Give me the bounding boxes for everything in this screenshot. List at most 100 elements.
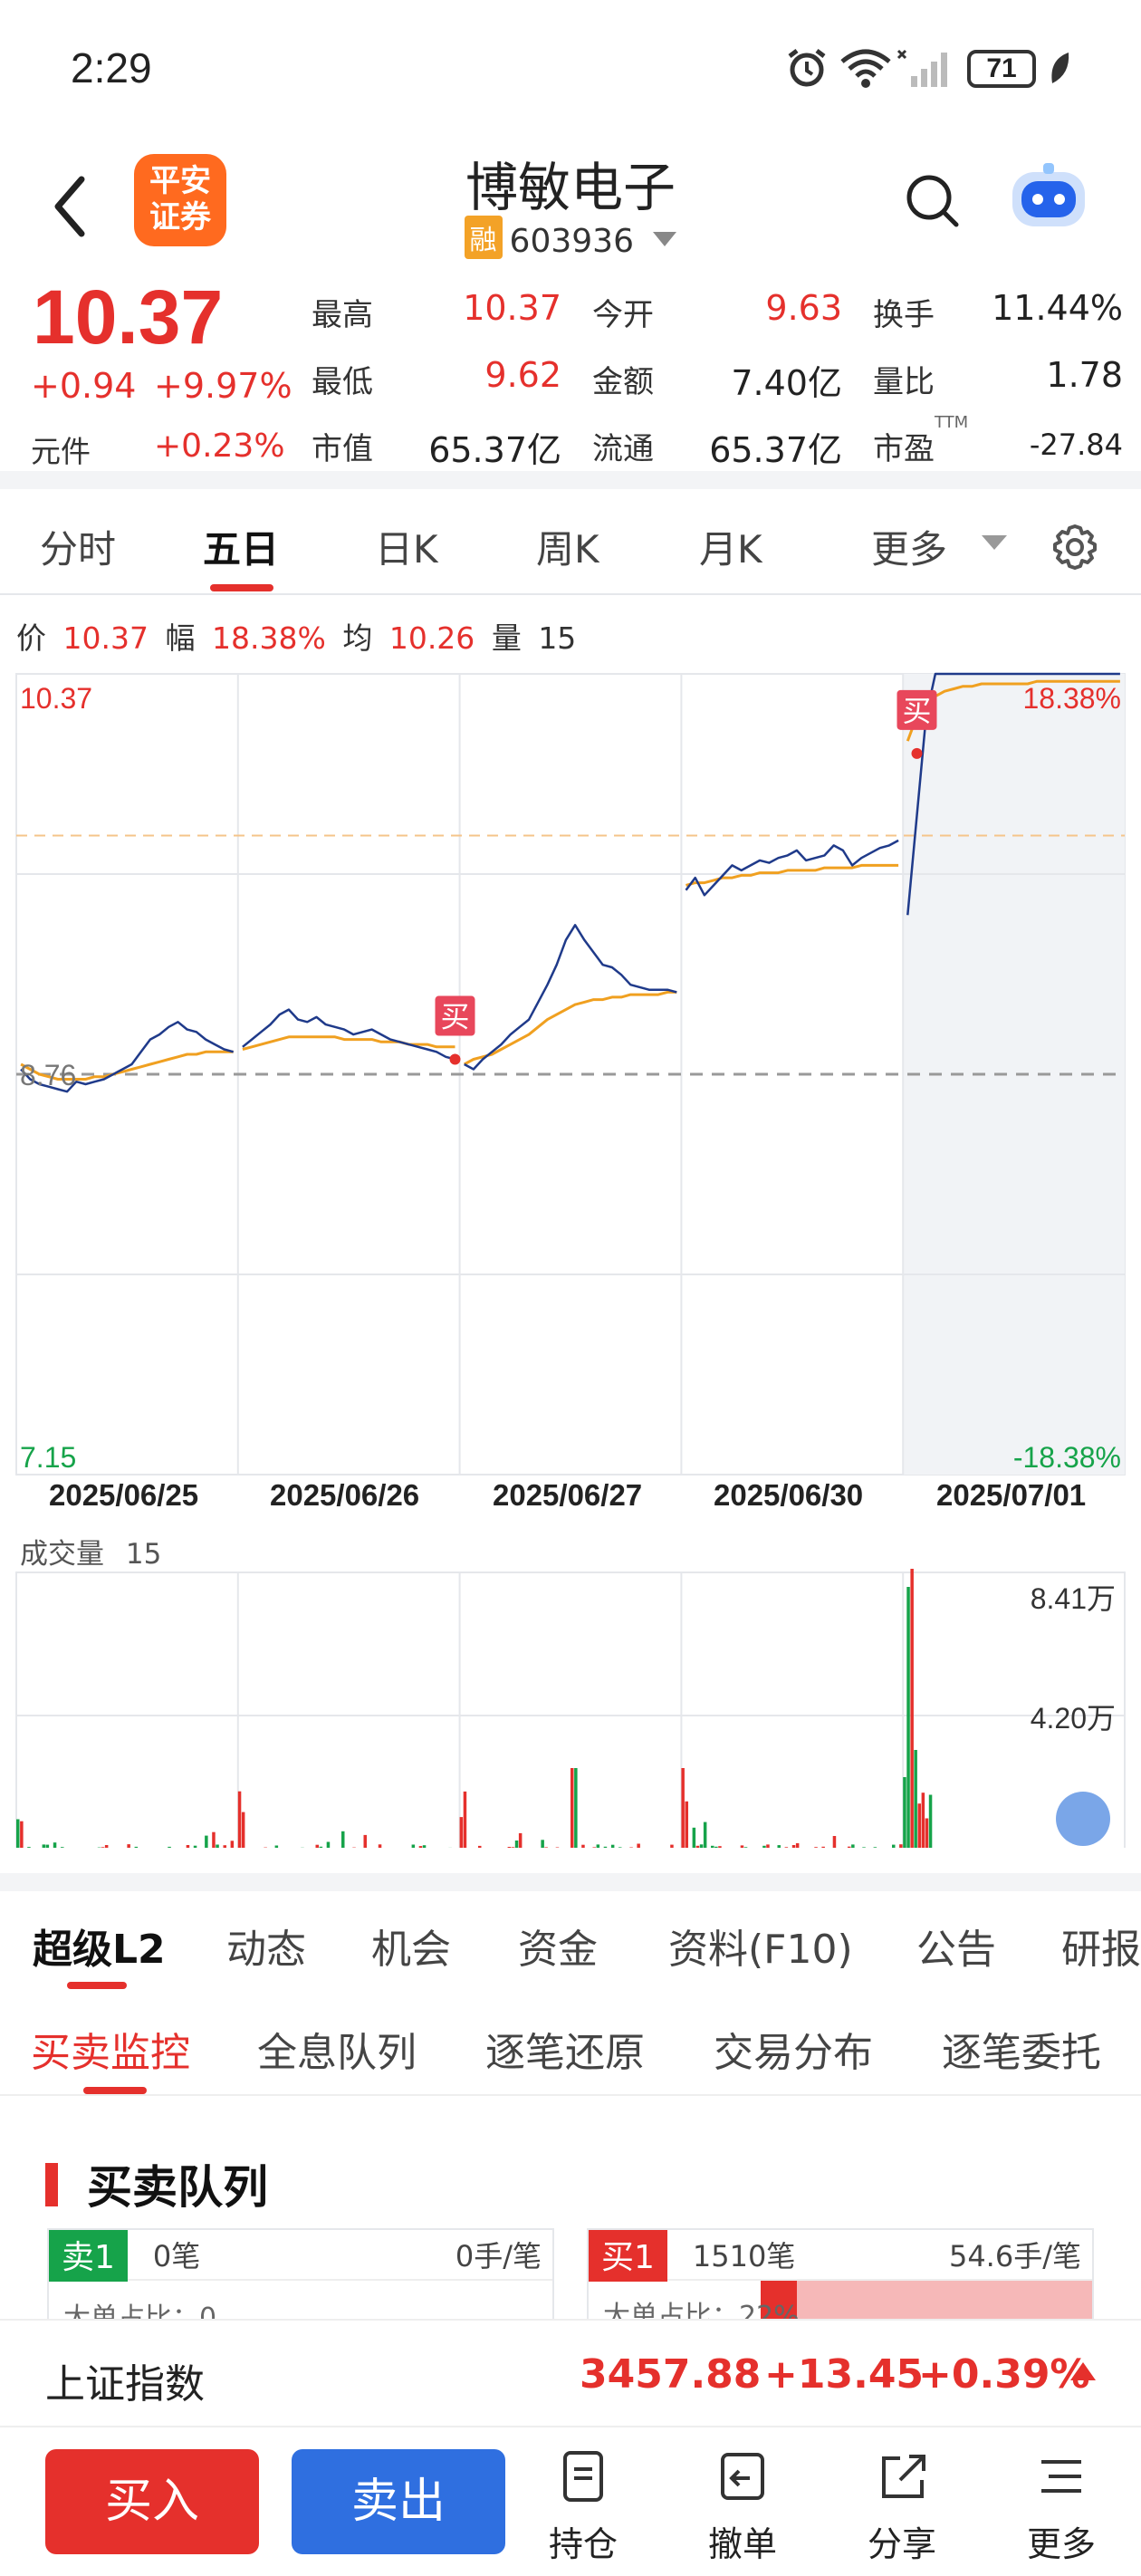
sell-button[interactable]: 卖出 [292,2449,505,2554]
active-subtab-indicator [83,2087,147,2094]
tab-five-day[interactable]: 五日 [203,527,280,572]
subtab-trade-monitor[interactable]: 买卖监控 [31,2030,190,2076]
volume-bar [914,1750,917,1848]
volume-bar [514,1841,519,1848]
last-price: 10.37 [33,274,224,360]
volume-bar [45,1844,50,1848]
volume-bar [319,1846,323,1848]
volume-bar [168,1846,171,1848]
tab-capital[interactable]: 资金 [518,1927,598,1973]
logo-line2: 证券 [149,199,211,235]
pct-max-label: 18.38% [1022,682,1121,715]
volume-bar [592,1847,596,1848]
volume-bar [378,1844,382,1848]
volume-bar [186,1845,190,1848]
volume-bar [766,1844,770,1848]
more-label: 更多 [1026,2524,1096,2564]
volume-bar [363,1834,367,1848]
subtab-trade-distribution[interactable]: 交易分布 [714,2030,873,2076]
bid-queue-box[interactable]: 卖1 0笔 0手/笔 大单占比：0 [47,2228,554,2328]
volume-bar [814,1847,818,1848]
pe-label: 市盈 [873,431,935,467]
tab-super-l2[interactable]: 超级L2 [33,1927,166,1973]
buy-button[interactable]: 买入 [45,2449,259,2554]
volume-bar [791,1845,796,1848]
tab-research[interactable]: 研报 [1061,1927,1141,1973]
high-value: 10.37 [463,288,561,328]
tab-f10[interactable]: 资料(F10) [668,1927,853,1973]
volume-bar [862,1847,866,1848]
volume-bar [53,1842,57,1848]
sector-label[interactable]: 元件 [31,434,91,469]
volume-bar [274,1845,279,1848]
tab-announcements[interactable]: 公告 [916,1927,996,1973]
volume-ratio-label: 量比 [873,364,935,400]
tab-dynamics[interactable]: 动态 [226,1927,306,1973]
search-icon[interactable] [904,172,962,230]
index-name: 上证指数 [45,2361,205,2408]
queue-title: 买卖队列 [87,2161,268,2214]
volume-bar [903,1777,906,1848]
volume-bar [718,1846,722,1848]
tab-opportunity[interactable]: 机会 [371,1927,451,1973]
price-label: 价 [16,620,46,656]
volume-bar [917,1803,921,1848]
volume-bar [762,1845,766,1848]
volume-bar [899,1844,903,1848]
tab-more[interactable]: 更多 [871,527,948,572]
volume-bar [544,1847,548,1848]
divider [0,471,1141,489]
share-button[interactable]: 分享 [848,2449,956,2566]
volume-bar [20,1821,24,1848]
volume-bar [832,1836,837,1848]
ai-assistant-icon[interactable] [1007,161,1090,234]
broker-logo[interactable]: 平安 证券 [134,154,226,246]
ask-queue-box[interactable]: 买1 1510笔 54.6手/笔 大单占比：22% [587,2228,1094,2328]
volume-bar [637,1843,640,1848]
chevron-down-icon [653,232,677,246]
volume-bar [711,1845,714,1848]
back-arrow-icon[interactable] [45,170,100,243]
price-change: +0.94 [31,366,137,406]
wifi-icon [840,49,891,88]
low-label: 最低 [312,364,373,400]
cancel-order-button[interactable]: 撤单 [688,2449,797,2566]
volume-bar [326,1841,331,1848]
volume-bar [906,1587,910,1848]
tab-daily-k[interactable]: 日K [375,527,438,572]
stock-code-row[interactable]: 融 603936 [0,216,1141,260]
x-axis-dates: 2025/06/25 2025/06/26 2025/06/27 2025/06… [0,1478,1141,1520]
tab-intraday[interactable]: 分时 [40,527,117,572]
subtab-tick-replay[interactable]: 逐笔还原 [485,2030,645,2076]
volume-label: 成交量 [20,1538,104,1571]
volume-bar [603,1846,608,1848]
amount-label: 金额 [592,364,654,400]
share-icon [882,2455,925,2498]
undo-order-icon [721,2453,764,2500]
volume-bar [418,1846,423,1848]
amplitude-value: 18.38% [211,620,326,656]
stock-code: 603936 [509,223,634,260]
tab-monthly-k[interactable]: 月K [699,527,762,572]
subtab-tick-orders[interactable]: 逐笔委托 [942,2030,1101,2076]
settings-gear-icon[interactable] [1050,523,1099,572]
buy-marker [896,689,937,730]
tab-weekly-k[interactable]: 周K [536,527,599,572]
amplitude-label: 幅 [165,620,196,656]
volume-bar [237,1791,242,1848]
buy1-size: 54.6手/笔 [948,2239,1081,2273]
up-arrow-icon [1070,2362,1096,2380]
volume-bar [555,1847,560,1848]
price-line [20,672,1120,1093]
volume-mid-label: 4.20万 [1031,1702,1116,1735]
more-button[interactable]: 更多 [1007,2449,1116,2566]
holdings-button[interactable]: 持仓 [529,2449,638,2566]
volume-bar [740,1845,744,1848]
crosshair-info-row: 价 10.37 幅 18.38% 均 10.26 量 15 [16,614,583,658]
index-ticker-bar[interactable]: 上证指数 3457.88 +13.45 +0.39% [0,2319,1141,2427]
volume-bar [205,1835,208,1848]
high-label: 最高 [312,297,373,333]
volume-bar [212,1831,216,1848]
subtab-full-queue[interactable]: 全息队列 [257,2030,417,2076]
